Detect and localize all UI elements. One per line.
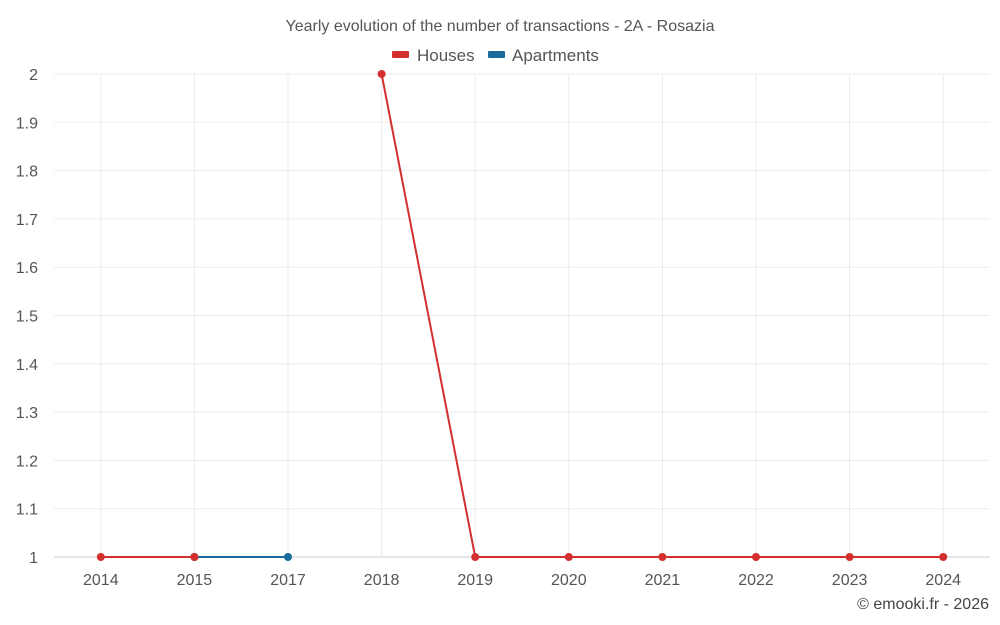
legend-label-apartments: Apartments xyxy=(512,46,599,65)
y-tick-label: 1.3 xyxy=(16,405,38,422)
data-point-houses[interactable] xyxy=(564,553,573,561)
x-tick-label: 2024 xyxy=(925,572,961,589)
y-tick-label: 1.1 xyxy=(16,502,38,519)
x-tick-label: 2022 xyxy=(738,572,774,589)
x-tick-label: 2014 xyxy=(83,572,119,589)
legend-swatch-houses xyxy=(392,51,409,58)
legend-item-houses[interactable]: Houses xyxy=(392,46,475,65)
data-point-houses[interactable] xyxy=(96,553,105,561)
series-houses xyxy=(96,70,948,561)
y-tick-label: 1.9 xyxy=(16,115,38,132)
data-point-houses[interactable] xyxy=(377,70,386,78)
x-tick-label: 2017 xyxy=(270,572,306,589)
x-tick-label: 2020 xyxy=(551,572,587,589)
data-point-houses[interactable] xyxy=(752,553,760,561)
legend-swatch-apartments xyxy=(488,51,505,58)
legend-item-apartments[interactable]: Apartments xyxy=(488,46,599,65)
data-point-houses[interactable] xyxy=(190,553,199,561)
y-tick-label: 1.7 xyxy=(16,212,38,229)
y-tick-label: 1 xyxy=(29,550,38,567)
legend-label-houses: Houses xyxy=(417,46,475,65)
gridlines xyxy=(54,73,990,558)
credit-text: © emooki.fr - 2026 xyxy=(857,596,989,613)
x-tick-label: 2019 xyxy=(457,572,493,589)
y-tick-label: 1.6 xyxy=(16,260,38,277)
data-point-apartments[interactable] xyxy=(284,553,292,561)
data-point-houses[interactable] xyxy=(845,553,854,561)
x-tick-label: 2023 xyxy=(832,572,868,589)
legend: Houses Apartments xyxy=(392,46,599,65)
y-tick-label: 1.2 xyxy=(16,453,38,470)
y-tick-label: 1.4 xyxy=(16,357,38,374)
series xyxy=(96,70,948,561)
chart-title: Yearly evolution of the number of transa… xyxy=(286,18,715,35)
series-apartments xyxy=(190,553,292,561)
x-tick-label: 2018 xyxy=(364,572,400,589)
x-tick-label: 2015 xyxy=(177,572,213,589)
data-point-houses[interactable] xyxy=(471,553,480,561)
x-tick-label: 2021 xyxy=(645,572,681,589)
data-point-houses[interactable] xyxy=(658,553,667,561)
y-tick-label: 1.8 xyxy=(16,164,38,181)
y-tick-label: 1.5 xyxy=(16,309,38,326)
data-point-houses[interactable] xyxy=(939,553,948,561)
y-tick-label: 2 xyxy=(29,67,38,84)
axes: 1 1.1 1.2 1.3 1.4 1.5 1.6 1.7 1.8 1.9 2 2014 2015 201… xyxy=(16,67,990,589)
